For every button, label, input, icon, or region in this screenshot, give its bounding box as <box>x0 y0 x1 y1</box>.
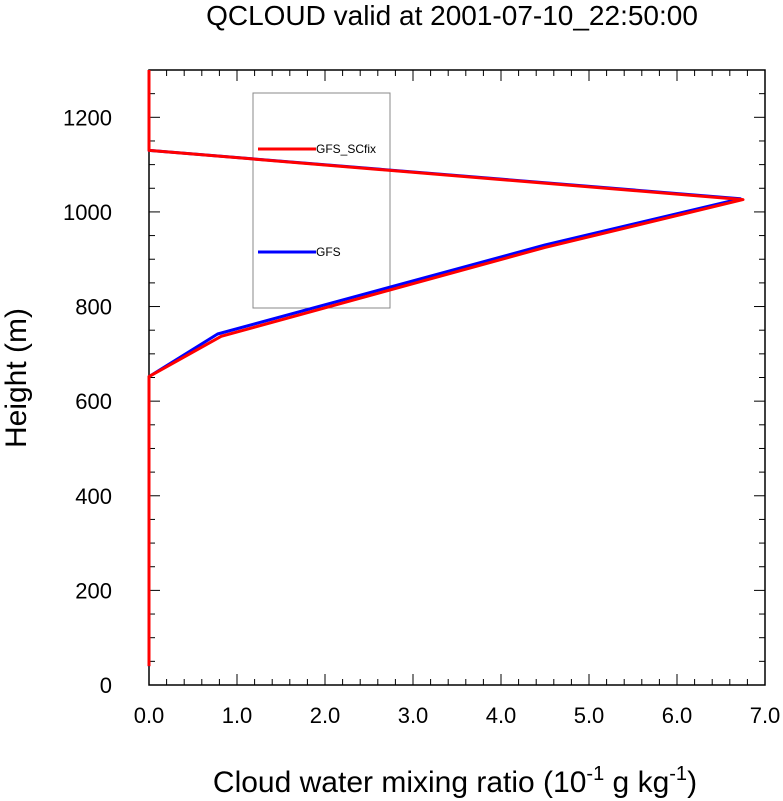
x-axis-title-mid: g kg <box>604 766 669 799</box>
x-tick-label: 4.0 <box>486 703 517 728</box>
x-tick-label: 6.0 <box>662 703 693 728</box>
plot-frame <box>148 69 766 686</box>
y-tick-label: 0 <box>100 673 112 698</box>
y-tick-label: 800 <box>75 295 112 320</box>
legend-box <box>252 92 391 309</box>
x-tick-label: 2.0 <box>310 703 341 728</box>
y-tick-label: 200 <box>75 578 112 603</box>
x-tick-label: 0.0 <box>134 703 165 728</box>
x-axis-title-end: ) <box>687 766 697 799</box>
x-tick-label: 7.0 <box>750 703 781 728</box>
y-tick-label: 400 <box>75 484 112 509</box>
x-axis-title-main: Cloud water mixing ratio (10 <box>213 766 587 799</box>
tick-labels: 0.0 1.0 2.0 3.0 4.0 5.0 6.0 7.0 0 200 400 600 800 100… <box>63 105 780 728</box>
x-axis-title-exp1: -1 <box>586 763 604 785</box>
x-tick-label: 3.0 <box>398 703 429 728</box>
x-axis-title: Cloud water mixing ratio (10-1 g kg-1) <box>213 763 697 799</box>
x-tick-label: 1.0 <box>222 703 253 728</box>
y-tick-label: 1000 <box>63 200 112 225</box>
legend-label-gfs: GFS <box>316 245 341 259</box>
chart-title: QCLOUD valid at 2001-07-10_22:50:00 <box>206 0 698 31</box>
legend-label-gfs-scfix: GFS_SCfix <box>316 142 376 156</box>
series-lines <box>147 70 745 667</box>
series-line-gfs-scfix <box>147 70 745 667</box>
legend: GFS_SCfix GFS <box>258 142 376 259</box>
axis-ticks <box>148 69 766 686</box>
y-tick-label: 1200 <box>63 105 112 130</box>
series-line-gfs <box>147 70 742 667</box>
y-tick-label: 600 <box>75 389 112 414</box>
x-axis-title-exp2: -1 <box>669 763 687 785</box>
y-axis-title: Height (m) <box>0 308 33 448</box>
x-tick-label: 5.0 <box>574 703 605 728</box>
